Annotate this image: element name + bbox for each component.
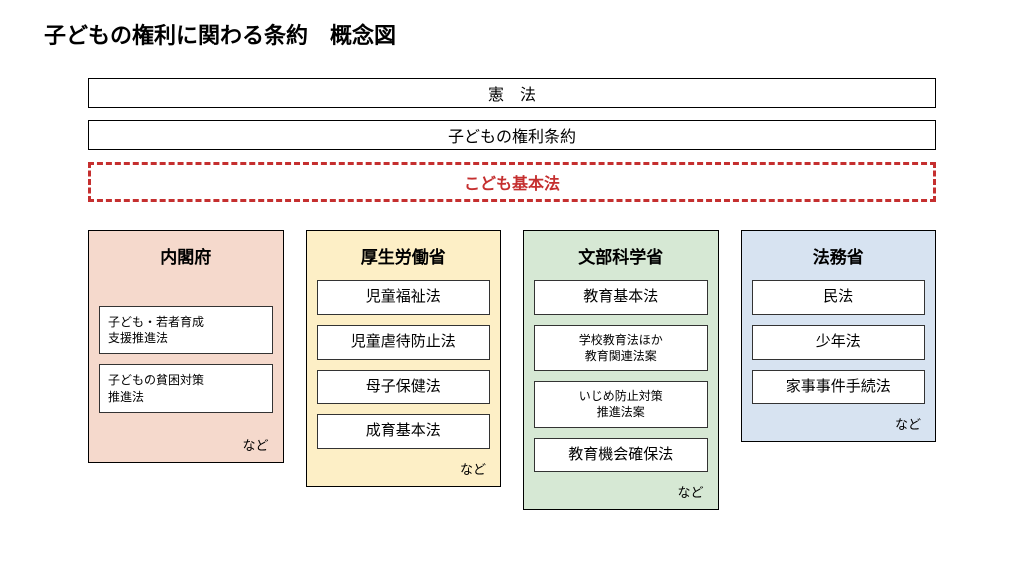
page-title: 子どもの権利に関わる条約 概念図 — [44, 18, 980, 50]
ministry-column: 内閣府子ども・若者育成支援推進法子どもの貧困対策推進法など — [88, 230, 284, 463]
law-box: 家事事件手続法 — [752, 370, 926, 405]
top-bars: 憲 法 子どもの権利条約 こども基本法 — [88, 78, 936, 202]
law-box: 子ども・若者育成支援推進法 — [99, 306, 273, 354]
law-box: 児童虐待防止法 — [317, 325, 491, 360]
ministry-columns: 内閣府子ども・若者育成支援推進法子どもの貧困対策推進法など厚生労働省児童福祉法児… — [88, 230, 936, 510]
law-box: 教育基本法 — [534, 280, 708, 315]
bar-constitution: 憲 法 — [88, 78, 936, 108]
law-box: 児童福祉法 — [317, 280, 491, 315]
etc-label: など — [99, 435, 273, 456]
etc-label: など — [317, 459, 491, 480]
ministry-title: 文部科学省 — [534, 243, 708, 268]
law-box: 母子保健法 — [317, 370, 491, 405]
law-box: 学校教育法ほか教育関連法案 — [534, 325, 708, 371]
etc-label: など — [534, 482, 708, 503]
bar-convention: 子どもの権利条約 — [88, 120, 936, 150]
ministry-title: 法務省 — [752, 243, 926, 268]
bar-kodomo-basic: こども基本法 — [88, 162, 936, 202]
etc-label: など — [752, 414, 926, 435]
ministry-column: 法務省民法少年法家事事件手続法など — [741, 230, 937, 442]
ministry-column: 文部科学省教育基本法学校教育法ほか教育関連法案いじめ防止対策推進法案教育機会確保… — [523, 230, 719, 510]
ministry-title: 厚生労働省 — [317, 243, 491, 268]
ministry-column: 厚生労働省児童福祉法児童虐待防止法母子保健法成育基本法など — [306, 230, 502, 487]
law-box: 子どもの貧困対策推進法 — [99, 364, 273, 412]
law-box: 少年法 — [752, 325, 926, 360]
law-box: 教育機会確保法 — [534, 438, 708, 473]
law-box: いじめ防止対策推進法案 — [534, 381, 708, 427]
law-box: 成育基本法 — [317, 414, 491, 449]
law-box: 民法 — [752, 280, 926, 315]
ministry-title: 内閣府 — [99, 243, 273, 268]
